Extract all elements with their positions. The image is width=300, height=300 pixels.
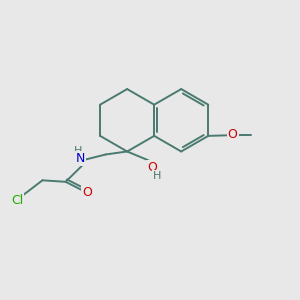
Text: O: O — [147, 161, 157, 174]
Text: H: H — [74, 146, 82, 156]
Text: H: H — [153, 171, 162, 181]
Text: Cl: Cl — [11, 194, 23, 207]
Text: O: O — [82, 186, 92, 199]
Text: O: O — [228, 128, 238, 141]
Text: N: N — [76, 152, 85, 165]
